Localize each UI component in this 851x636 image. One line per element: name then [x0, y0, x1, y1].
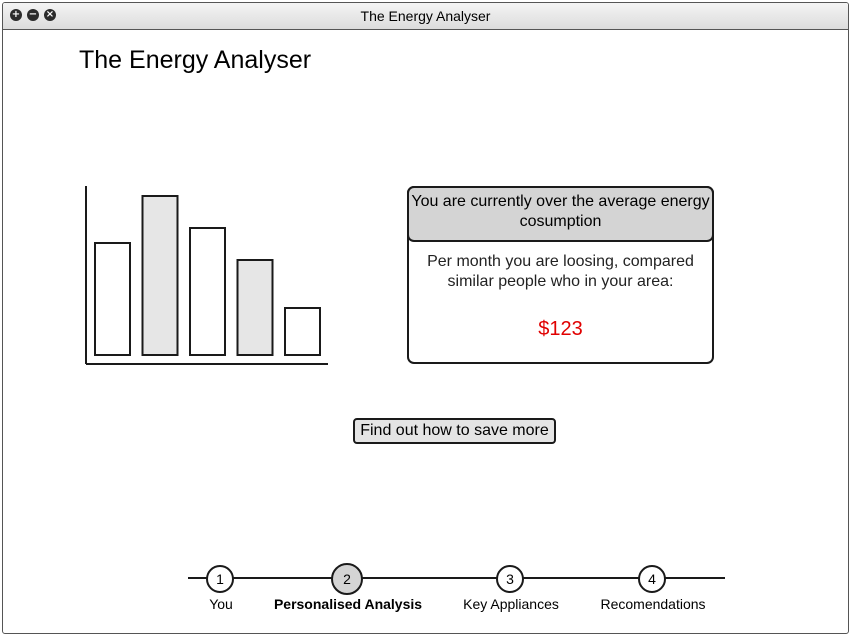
step-3-circle[interactable]: 3 — [496, 565, 524, 593]
monthly-loss-text: Per month you are loosing, compared simi… — [427, 253, 694, 290]
minimize-window-icon[interactable]: − — [27, 9, 39, 21]
step-4-label[interactable]: Recomendations — [600, 596, 706, 612]
stepper-line — [188, 577, 725, 579]
chart-bar-2 — [141, 195, 179, 356]
step-3-label[interactable]: Key Appliances — [463, 596, 559, 612]
find-out-how-to-save-button[interactable]: Find out how to save more — [353, 418, 556, 444]
consumption-warning-heading: You are currently over the average energ… — [407, 186, 714, 242]
page-title: The Energy Analyser — [79, 46, 312, 74]
chart-bar-3 — [189, 227, 226, 356]
chart-bar-5 — [284, 307, 321, 356]
window-title: The Energy Analyser — [360, 8, 491, 24]
step-4-circle[interactable]: 4 — [638, 565, 666, 593]
zoom-window-icon[interactable]: + — [10, 9, 22, 21]
step-2-circle[interactable]: 2 — [331, 563, 363, 595]
monthly-loss-amount: $123 — [538, 318, 583, 340]
chart-bar-4 — [236, 259, 274, 356]
title-bar: + − × The Energy Analyser — [3, 3, 848, 30]
step-1-label[interactable]: You — [209, 596, 233, 612]
energy-bar-chart — [85, 186, 328, 365]
consumption-info-panel: You are currently over the average energ… — [407, 186, 714, 364]
close-window-icon[interactable]: × — [44, 9, 56, 21]
step-1-circle[interactable]: 1 — [206, 565, 234, 593]
step-2-label[interactable]: Personalised Analysis — [273, 596, 423, 612]
chart-bar-1 — [94, 242, 131, 356]
